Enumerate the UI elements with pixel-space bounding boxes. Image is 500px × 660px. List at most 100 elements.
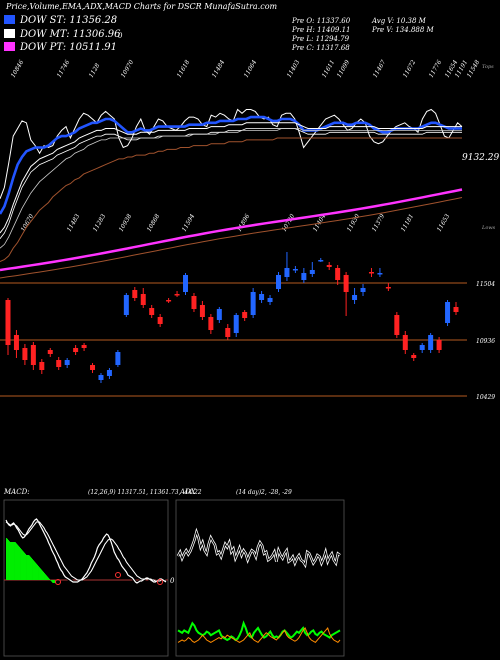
- zero-label: 0: [118, 32, 123, 40]
- candle-body: [191, 296, 197, 309]
- low-price-label: 11930: [346, 213, 362, 233]
- ema-mid-line: [0, 122, 462, 234]
- candle-body: [56, 360, 62, 367]
- candle-body: [242, 312, 248, 318]
- macd-histogram-bar: [32, 560, 34, 580]
- candle-body: [445, 302, 451, 323]
- candle-body: [411, 355, 417, 358]
- candle-body: [436, 340, 442, 350]
- macd-histogram-bar: [45, 575, 47, 580]
- macd-zero-label: 0: [170, 577, 175, 585]
- candle-body: [419, 345, 425, 350]
- level-lines: 11504 10936 10429: [0, 281, 495, 401]
- top-price-label: 11776: [428, 59, 444, 79]
- macd-histogram-bar: [26, 555, 28, 580]
- candle-body: [275, 275, 281, 289]
- low-price-label: 11283: [92, 213, 108, 233]
- ohlc-open: Pre O: 11337.60: [291, 17, 351, 25]
- di-minus-line: [177, 627, 341, 644]
- macd-histogram-bar: [48, 579, 51, 580]
- top-price-label: 11746: [56, 59, 72, 79]
- price-line: [0, 108, 463, 199]
- candle-body: [208, 317, 214, 330]
- low-price-label: 11896: [236, 213, 252, 233]
- top-price-label: 11403: [286, 59, 302, 79]
- macd-histogram-bar: [50, 580, 52, 581]
- macd-histogram-bar: [42, 571, 44, 580]
- legend-swatch-mt: [4, 29, 15, 38]
- top-price-label: 11064: [243, 59, 259, 79]
- macd-histogram-bar: [11, 542, 13, 580]
- level-label-11504: 11504: [476, 281, 495, 288]
- candle-body: [64, 360, 70, 365]
- candle-body: [166, 300, 172, 302]
- candle-body: [259, 294, 265, 300]
- low-price-label: 10868: [146, 213, 162, 233]
- macd-histogram-bar: [34, 562, 36, 580]
- macd-histogram-bar: [31, 559, 33, 580]
- macd-histogram-bar: [36, 564, 38, 580]
- signal-line: [5, 521, 166, 582]
- macd-histogram-bar: [35, 563, 37, 580]
- top-price-label: 10846: [10, 59, 26, 79]
- macd-histogram-bar: [19, 548, 21, 580]
- top-price-labels: 10846 11746 1128 10970 11618 11484 11064 11403 1…: [10, 59, 482, 79]
- candle-body: [157, 317, 163, 324]
- macd-histogram-bar: [52, 580, 54, 583]
- candle-body: [385, 287, 391, 289]
- macd-histogram-bar: [12, 542, 14, 580]
- macd-line: [5, 518, 167, 584]
- macd-histogram-bar: [39, 568, 41, 580]
- macd-histogram-bar: [14, 542, 16, 580]
- top-price-label: 11467: [372, 59, 388, 79]
- ema-value-label: 9132.29: [462, 153, 499, 163]
- candle-body: [90, 365, 96, 370]
- candle-body: [174, 294, 180, 296]
- top-price-label: 11099: [336, 59, 352, 79]
- legend-swatch-st: [4, 15, 15, 24]
- legend-swatch-pt: [4, 42, 15, 51]
- macd-histogram-bar: [9, 542, 11, 580]
- level-label-10936: 10936: [476, 338, 495, 345]
- ohlc-close: Pre C: 11317.68: [291, 44, 350, 52]
- ema-long-line: [0, 137, 462, 262]
- macd-histogram-bar: [21, 550, 23, 580]
- macd-histogram-bar: [24, 553, 26, 580]
- candle-body: [47, 350, 53, 354]
- candle-body: [360, 288, 366, 292]
- macd-histogram-bar: [6, 538, 8, 580]
- dow-pt-line: [0, 188, 463, 272]
- adx-params: (14 day)2, -28, -29: [236, 489, 292, 496]
- lows-label: Lows: [481, 225, 496, 231]
- ohlc-block: Pre O: 11337.60 Pre H: 11409.11 Pre L: 1…: [291, 17, 435, 52]
- candle-body: [183, 275, 189, 292]
- candle-body: [39, 362, 45, 370]
- macd-histogram-bar: [12, 542, 15, 580]
- level-label-10429: 10429: [476, 394, 495, 401]
- candle-body: [352, 295, 358, 300]
- ema-long-lower-line: [0, 197, 463, 279]
- macd-params: (12,26,9) 11317.51, 11361.73, -44.22: [88, 489, 202, 496]
- candle-body: [115, 352, 121, 365]
- macd-histogram-bar: [37, 566, 39, 580]
- macd-plot: [4, 516, 167, 585]
- candlesticks: [5, 252, 459, 383]
- ohlc-high: Pre H: 11409.11: [291, 26, 351, 34]
- macd-crossover-marker: [115, 572, 121, 578]
- ema-mid-band-line: [0, 128, 462, 239]
- legend-pt: DOW PT: 10511.91: [19, 42, 117, 53]
- chart-title: Price,Volume,EMA,ADX,MACD Charts for DSC…: [5, 2, 278, 11]
- low-price-label: 11594: [181, 213, 197, 233]
- candle-body: [368, 272, 374, 274]
- macd-histogram-bar: [22, 551, 24, 580]
- candle-body: [250, 292, 256, 315]
- macd-histogram-bar: [40, 569, 42, 580]
- macd-histogram-bar: [51, 580, 53, 582]
- macd-histogram-bar: [47, 577, 49, 580]
- macd-histogram-bar: [46, 576, 48, 580]
- low-price-label: 11379: [371, 213, 387, 233]
- ohlc-low: Pre L: 11294.79: [291, 35, 350, 43]
- macd-histogram-bar: [48, 578, 50, 580]
- top-price-label: 11618: [176, 59, 192, 79]
